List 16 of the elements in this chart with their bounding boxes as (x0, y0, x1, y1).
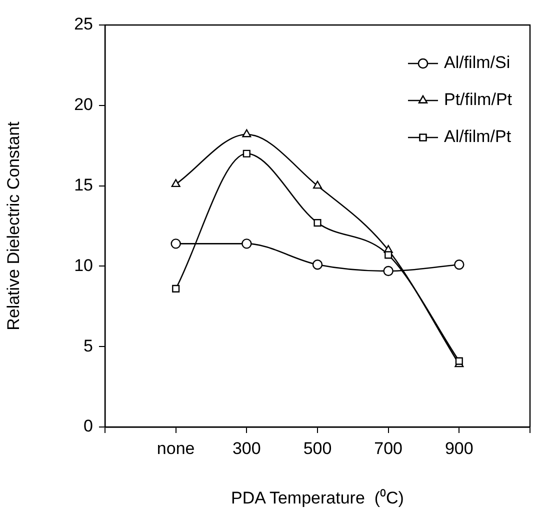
y-tick-label: 10 (74, 256, 93, 275)
x-tick-label: none (156, 438, 195, 458)
x-tick-label: 900 (444, 438, 474, 458)
x-tick-label: 500 (303, 438, 332, 458)
legend-label: Al/film/Si (444, 53, 510, 72)
y-axis-title: Relative Dielectric Constant (4, 121, 23, 330)
y-tick-label: 25 (74, 14, 93, 34)
y-tick-label: 15 (74, 175, 93, 194)
x-axis-title: PDA Temperature (⁰C) (231, 488, 404, 508)
legend-label: Al/film/Pt (444, 127, 512, 146)
y-tick-label: 5 (84, 336, 93, 356)
x-tick-label: 300 (232, 438, 261, 458)
x-tick-label: 700 (374, 438, 403, 458)
legend-label: Pt/film/Pt (444, 90, 512, 110)
y-tick-label: 20 (74, 95, 93, 114)
y-tick-label: 0 (84, 416, 93, 436)
